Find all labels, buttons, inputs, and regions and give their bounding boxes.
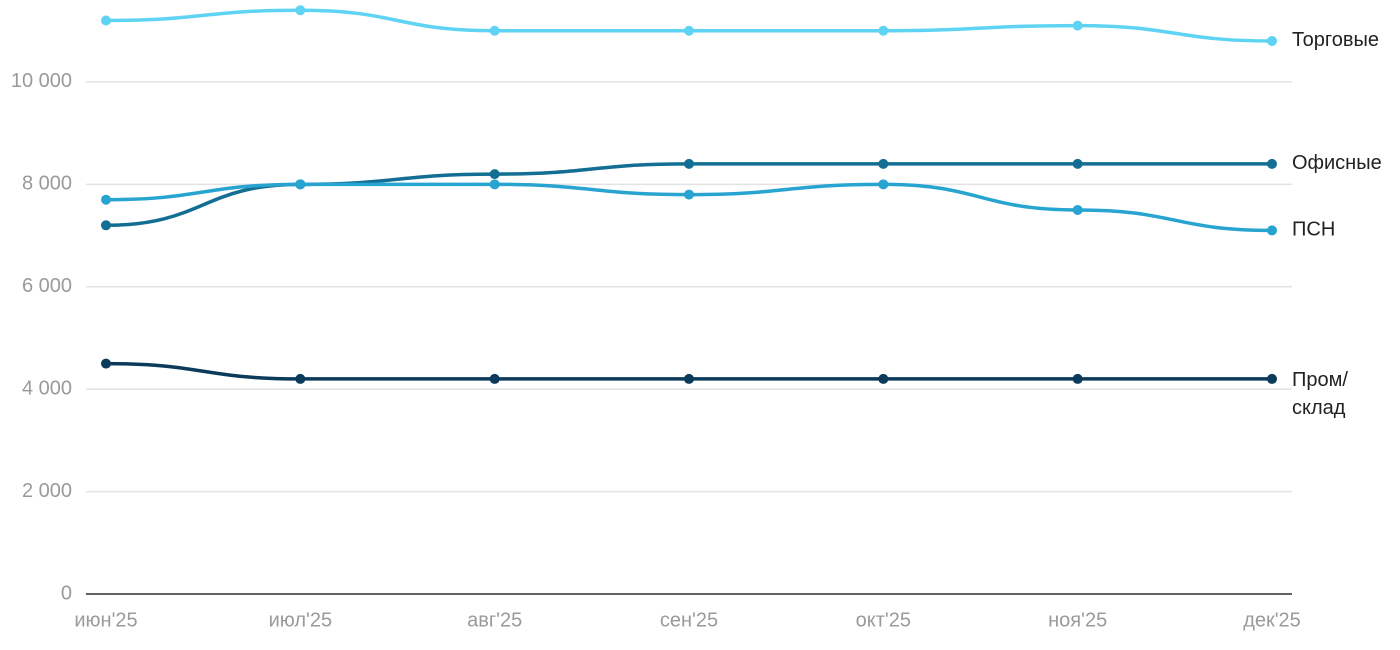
data-point: [684, 189, 694, 200]
data-point: [684, 158, 694, 169]
data-point: [684, 25, 694, 36]
x-tick-label: окт'25: [856, 609, 911, 631]
y-tick-label: 6 000: [22, 275, 72, 297]
y-tick-label: 10 000: [11, 70, 72, 92]
series-label: Офисные: [1292, 152, 1382, 174]
data-point: [1072, 20, 1083, 31]
y-tick-label: 0: [61, 582, 72, 604]
series-label: ПСН: [1292, 219, 1335, 241]
data-point: [1267, 373, 1277, 384]
data-point: [878, 373, 889, 384]
data-point: [878, 179, 889, 190]
series-label: Торговые: [1292, 29, 1379, 51]
data-point: [1267, 225, 1277, 236]
data-point: [1072, 158, 1083, 169]
x-tick-label: сен'25: [660, 609, 718, 631]
y-tick-label: 4 000: [22, 377, 72, 399]
data-point: [878, 158, 889, 169]
data-point: [1267, 35, 1277, 46]
data-point: [489, 373, 500, 384]
x-tick-label: июн'25: [74, 609, 137, 631]
series-line: [105, 8, 1273, 43]
data-point: [684, 373, 694, 384]
data-point: [1072, 204, 1083, 215]
data-point: [295, 179, 306, 190]
data-point: [101, 220, 111, 231]
data-point: [101, 358, 111, 369]
data-point: [1267, 158, 1277, 169]
data-point: [1072, 373, 1083, 384]
x-tick-label: ноя'25: [1048, 609, 1107, 631]
data-point: [295, 5, 306, 16]
data-point: [489, 25, 500, 36]
y-tick-label: 8 000: [22, 173, 72, 195]
data-point: [878, 25, 889, 36]
data-point: [489, 179, 500, 190]
data-point: [489, 169, 500, 180]
data-point: [295, 373, 306, 384]
series-label: Пром/склад: [1292, 369, 1348, 419]
data-point: [101, 15, 111, 26]
x-tick-label: дек'25: [1243, 609, 1301, 631]
y-tick-label: 2 000: [22, 480, 72, 502]
x-tick-label: июл'25: [269, 609, 332, 631]
data-point: [101, 194, 111, 205]
x-tick-label: авг'25: [467, 609, 522, 631]
